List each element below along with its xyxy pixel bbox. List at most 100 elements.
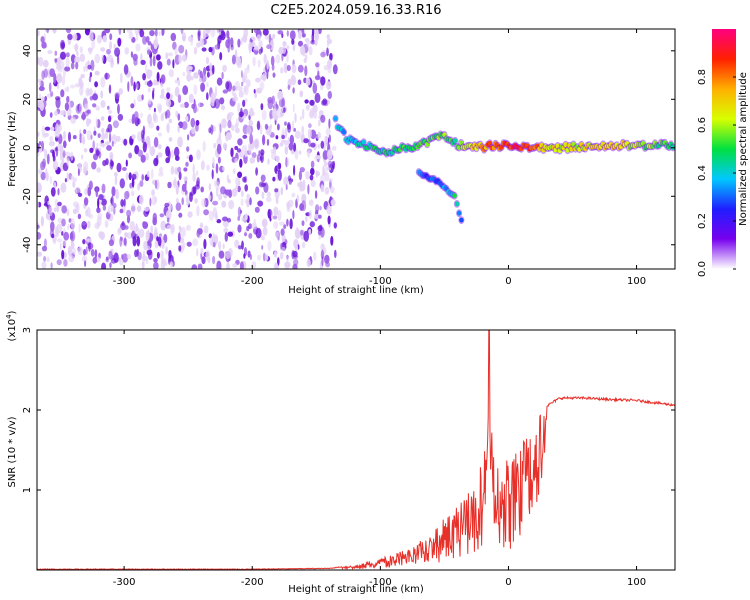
noise-blob xyxy=(260,103,264,111)
snr-frame xyxy=(36,329,676,571)
noise-blob xyxy=(64,102,69,111)
noise-blob xyxy=(87,186,92,197)
noise-blob xyxy=(292,103,295,113)
noise-blob xyxy=(75,104,82,114)
noise-blob xyxy=(147,170,150,178)
noise-blob xyxy=(140,53,143,62)
noise-blob xyxy=(238,245,242,250)
noise-blob xyxy=(255,167,258,176)
noise-blob xyxy=(275,231,280,239)
noise-blob xyxy=(136,31,139,42)
noise-blob xyxy=(277,210,282,221)
noise-blob xyxy=(96,221,100,228)
noise-blob xyxy=(195,119,200,126)
noise-blob xyxy=(172,59,175,69)
noise-blob xyxy=(317,229,322,236)
noise-blob xyxy=(255,227,262,239)
noise-blob xyxy=(127,81,130,92)
noise-blob xyxy=(197,30,201,42)
noise-blob xyxy=(79,46,83,54)
noise-blob xyxy=(270,55,275,66)
signal-track-core xyxy=(577,146,582,152)
noise-blob xyxy=(104,130,109,140)
noise-blob xyxy=(160,113,164,122)
noise-blob xyxy=(240,37,243,46)
noise-blob xyxy=(210,29,216,38)
noise-blob xyxy=(258,48,262,55)
noise-blob xyxy=(154,240,159,249)
noise-blob xyxy=(131,177,135,188)
noise-blob xyxy=(226,217,232,223)
noise-blob xyxy=(281,46,287,54)
noise-blob xyxy=(180,226,186,238)
noise-blob xyxy=(180,29,184,35)
noise-blob xyxy=(75,203,80,214)
noise-blob xyxy=(89,30,94,42)
y-tick-label: 20 xyxy=(22,93,33,106)
noise-blob xyxy=(298,170,302,181)
noise-blob xyxy=(149,29,155,37)
noise-blob xyxy=(82,111,86,121)
noise-blob xyxy=(183,176,188,182)
noise-blob xyxy=(89,71,93,78)
noise-blob xyxy=(128,31,134,40)
noise-blob xyxy=(242,134,248,139)
noise-blob xyxy=(206,164,210,171)
noise-blob xyxy=(241,81,244,87)
noise-blob xyxy=(285,184,288,191)
noise-blob xyxy=(83,197,89,206)
noise-blob xyxy=(283,139,289,146)
noise-blob xyxy=(275,54,281,64)
signal-track-core xyxy=(569,146,574,152)
noise-blob xyxy=(125,172,129,181)
noise-blob xyxy=(59,242,62,250)
noise-blob xyxy=(320,51,326,58)
noise-blob xyxy=(232,263,238,268)
noise-blob xyxy=(137,118,141,125)
noise-blob xyxy=(54,110,58,116)
noise-blob xyxy=(65,57,70,68)
noise-blob xyxy=(37,251,42,257)
noise-blob xyxy=(303,138,309,144)
noise-blob xyxy=(43,132,50,137)
noise-blob xyxy=(113,252,119,263)
noise-blob xyxy=(268,128,272,136)
noise-blob xyxy=(237,216,240,221)
noise-blob xyxy=(305,104,310,111)
noise-blob xyxy=(50,221,55,232)
noise-blob xyxy=(151,195,157,206)
noise-blob xyxy=(166,58,171,66)
noise-blob xyxy=(252,56,256,67)
noise-blob xyxy=(109,33,113,41)
noise-blob xyxy=(273,206,279,216)
noise-blob xyxy=(209,62,212,71)
noise-blob xyxy=(79,81,84,89)
noise-blob xyxy=(51,233,55,239)
colorbar-label: Normalized spectral amplitude xyxy=(738,72,749,226)
noise-blob xyxy=(310,160,315,169)
noise-blob xyxy=(109,262,112,269)
noise-blob xyxy=(124,232,129,238)
noise-blob xyxy=(146,49,152,55)
noise-blob xyxy=(292,45,295,51)
noise-blob xyxy=(170,166,175,175)
noise-blob xyxy=(266,191,271,198)
noise-blob xyxy=(218,241,222,250)
noise-blob xyxy=(280,228,285,236)
signal-track-core xyxy=(624,141,630,147)
noise-blob xyxy=(294,148,299,160)
noise-blob xyxy=(208,183,212,191)
noise-blob xyxy=(100,198,107,206)
noise-blob xyxy=(307,128,312,139)
noise-blob xyxy=(124,190,130,200)
noise-blob xyxy=(333,222,337,229)
noise-blob xyxy=(178,171,182,181)
noise-blob xyxy=(292,250,298,258)
noise-blob xyxy=(54,147,58,152)
noise-blob xyxy=(266,138,270,146)
noise-blob xyxy=(310,142,316,148)
noise-blob xyxy=(119,260,124,266)
noise-blob xyxy=(255,77,261,83)
noise-blob xyxy=(87,242,94,250)
noise-blob xyxy=(178,44,185,54)
